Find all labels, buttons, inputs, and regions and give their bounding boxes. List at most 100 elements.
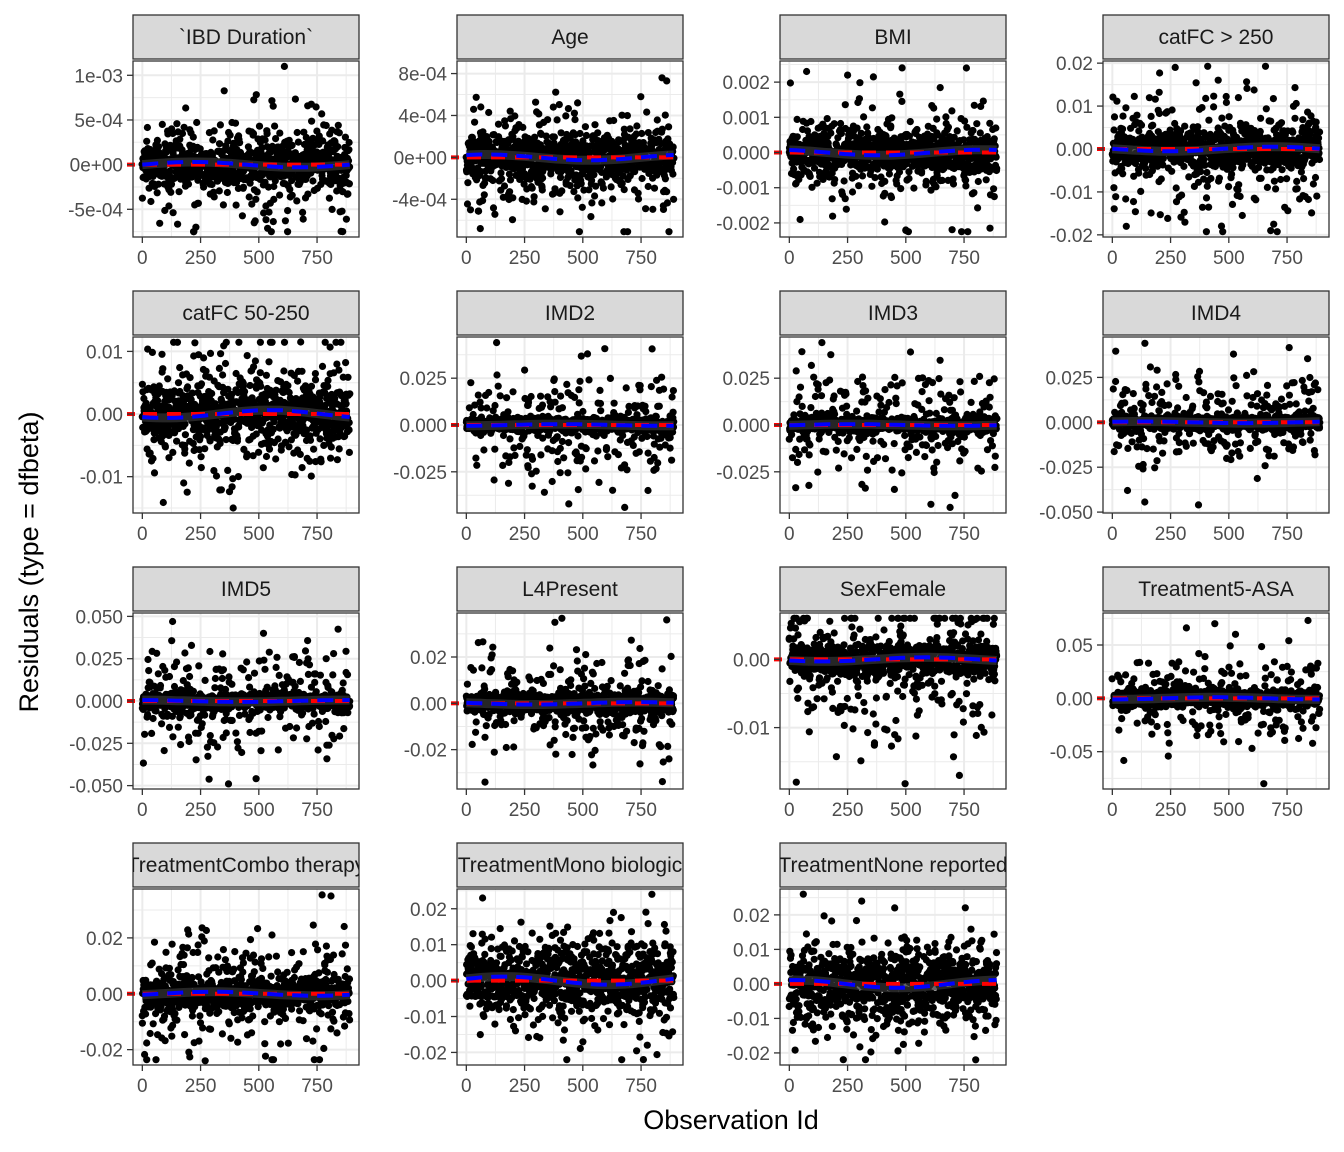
- data-point: [311, 376, 320, 384]
- panel-border: [132, 60, 360, 238]
- y-tick-label: 0.02: [1056, 54, 1093, 75]
- data-point: [262, 216, 270, 224]
- data-point: [922, 177, 930, 185]
- data-point: [169, 209, 177, 217]
- data-point: [491, 445, 499, 453]
- data-point: [953, 127, 961, 135]
- data-point: [634, 189, 642, 197]
- x-tick-label: 500: [243, 248, 275, 269]
- data-point: [496, 392, 504, 400]
- data-point: [1205, 116, 1213, 124]
- smooth-trend-line: [466, 152, 674, 163]
- data-point: [159, 498, 167, 507]
- data-point: [284, 207, 292, 215]
- data-point: [624, 228, 632, 236]
- data-point: [294, 377, 302, 385]
- data-point: [898, 64, 906, 72]
- data-point: [243, 352, 251, 360]
- data-point: [1147, 112, 1155, 120]
- data-point: [288, 191, 296, 199]
- data-point: [1297, 168, 1305, 176]
- data-point: [333, 456, 341, 464]
- data-point: [1137, 121, 1146, 129]
- data-point: [881, 189, 889, 197]
- data-point: [194, 199, 202, 207]
- data-point: [936, 84, 944, 92]
- data-point: [158, 120, 166, 128]
- data-point: [964, 228, 972, 236]
- data-point: [844, 71, 852, 79]
- data-point: [1181, 122, 1189, 130]
- data-point: [1215, 174, 1223, 182]
- data-point: [196, 432, 205, 441]
- data-point: [803, 127, 812, 135]
- y-tick-label: 0.01: [86, 342, 123, 363]
- data-point: [239, 379, 247, 387]
- data-point: [1309, 180, 1317, 188]
- data-point: [291, 471, 299, 479]
- data-point: [324, 382, 332, 390]
- x-tick-label: 750: [948, 248, 980, 269]
- data-point: [246, 381, 254, 390]
- data-point: [1198, 104, 1206, 112]
- data-point: [990, 193, 998, 201]
- data-point: [598, 168, 606, 176]
- data-point: [1133, 111, 1141, 119]
- data-point: [312, 103, 320, 111]
- y-tick-label: 5e-04: [74, 111, 123, 132]
- data-point: [499, 431, 508, 440]
- data-point: [334, 121, 342, 129]
- data-point: [623, 112, 632, 120]
- data-point: [297, 338, 305, 346]
- data-point: [1316, 128, 1324, 136]
- data-point: [837, 119, 845, 128]
- smooth-trend-line: [142, 160, 350, 170]
- data-point: [304, 190, 312, 198]
- data-point: [1201, 161, 1209, 169]
- data-point: [620, 186, 628, 194]
- data-point: [288, 141, 296, 149]
- data-point: [1236, 192, 1244, 200]
- data-point: [796, 215, 804, 224]
- x-tick-label: 500: [890, 248, 922, 269]
- data-point: [591, 192, 599, 200]
- data-point: [1218, 114, 1226, 122]
- data-point: [1315, 134, 1323, 142]
- data-point: [1257, 114, 1265, 122]
- data-point: [217, 350, 225, 358]
- data-point: [1129, 198, 1138, 206]
- data-point: [1277, 119, 1286, 127]
- data-point: [574, 194, 582, 202]
- data-point: [208, 180, 216, 189]
- data-point: [180, 123, 188, 131]
- data-point: [500, 182, 509, 190]
- data-point: [467, 379, 475, 387]
- data-point: [241, 387, 249, 396]
- data-point: [335, 129, 343, 137]
- data-point: [208, 389, 216, 398]
- data-point: [1267, 117, 1275, 125]
- data-point: [588, 176, 596, 184]
- data-point: [528, 184, 536, 192]
- data-point: [599, 184, 608, 192]
- data-point: [189, 133, 197, 141]
- data-point: [276, 191, 284, 199]
- y-tick-label: -0.001: [716, 179, 770, 200]
- data-point: [1194, 128, 1202, 136]
- data-point: [229, 475, 237, 483]
- data-point: [663, 77, 671, 85]
- data-point: [326, 343, 334, 351]
- data-point: [293, 197, 301, 205]
- data-point: [176, 135, 184, 143]
- data-point: [230, 415, 238, 423]
- data-point: [179, 392, 187, 400]
- data-point: [306, 457, 314, 465]
- data-point: [840, 177, 848, 185]
- data-point: [1131, 208, 1139, 216]
- data-point: [253, 188, 261, 196]
- data-point: [264, 183, 273, 191]
- data-point: [663, 199, 672, 207]
- data-point: [167, 180, 176, 188]
- y-tick-label: -5e-04: [68, 200, 123, 221]
